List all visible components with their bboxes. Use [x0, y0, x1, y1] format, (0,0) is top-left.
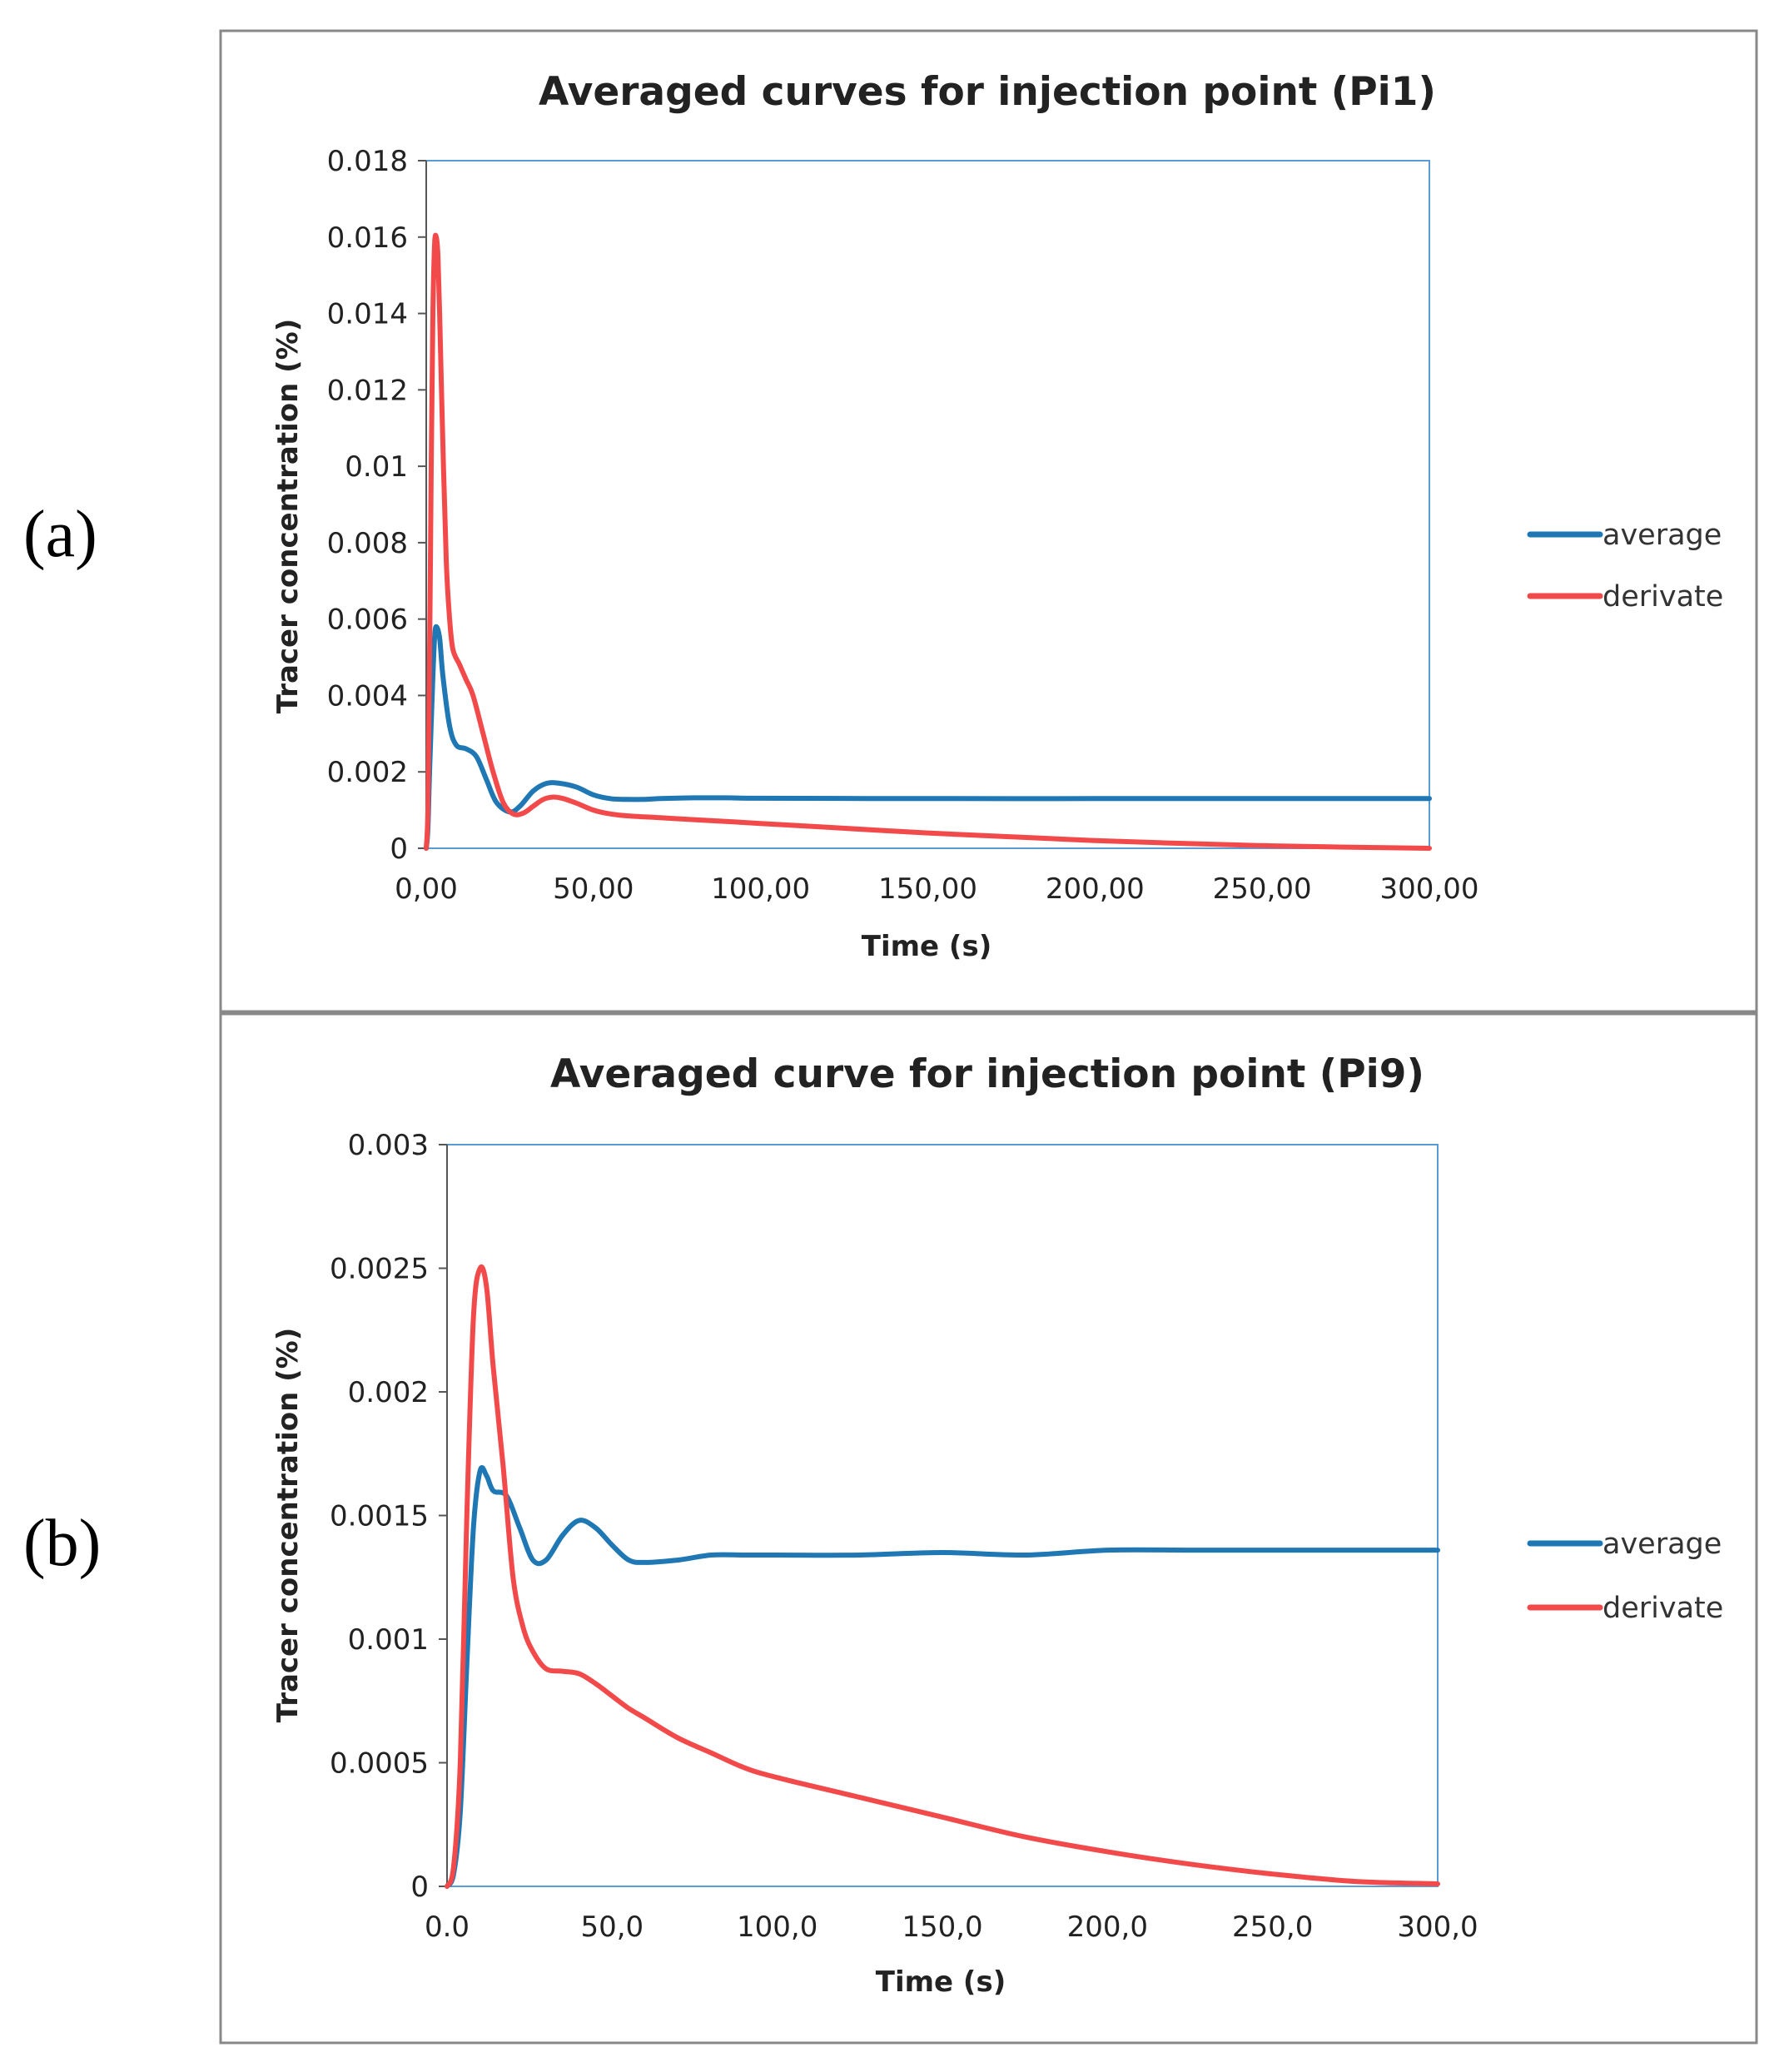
chart-a-y-tick-label: 0.014	[327, 298, 408, 331]
chart-b-x-tick-label: 200,0	[1067, 1911, 1148, 1944]
chart-b-x-tick-label: 250,0	[1232, 1911, 1313, 1944]
panel-b-frame	[219, 1012, 1758, 2045]
chart-a-x-tick-label: 0,00	[395, 872, 458, 906]
chart-b-title: Averaged curve for injection point (Pi9)	[550, 1051, 1424, 1097]
chart-b-ylabel: Tracer concentration (%)	[271, 1328, 305, 1723]
chart-b-xlabel: Time (s)	[876, 1965, 1006, 1999]
chart-a-y-tick-label: 0.01	[345, 450, 408, 484]
panel-a-frame	[219, 29, 1758, 1013]
chart-b-legend-derivate-label: derivate	[1603, 1592, 1723, 1625]
chart-b-plot-area	[446, 1144, 1439, 1887]
chart-a-y-tick-label: 0.016	[327, 221, 408, 255]
chart-a-series-average	[424, 624, 1432, 851]
chart-a-y-tick-label: 0.012	[327, 374, 408, 407]
chart-b-series-derivate	[445, 1264, 1440, 1889]
chart-a-x-tick-label: 150,00	[878, 872, 977, 906]
chart-a-ylabel: Tracer concentration (%)	[271, 319, 305, 714]
chart-a-x-ticks: 0,00 50,00 100,00 150,00 200,00 250,00 300,00	[395, 872, 1478, 906]
chart-a-y-ticks: 0 0.002 0.004 0.006 0.008 0.01 0.012 0.014 0.016…	[327, 145, 426, 866]
chart-a-y-tick-label: 0.002	[327, 756, 408, 789]
chart-b-legend-average-label: average	[1603, 1528, 1722, 1561]
chart-b-x-ticks: 0.0 50,0 100,0 150,0 200,0 250,0 300,0	[425, 1911, 1478, 1944]
chart-a-y-tick-label: 0.018	[327, 145, 408, 178]
chart-a-y-tick-label: 0	[390, 832, 408, 866]
chart-b-y-tick-label: 0.001	[348, 1623, 429, 1657]
chart-a-y-tick-label: 0.006	[327, 604, 408, 637]
chart-a-legend-derivate-label: derivate	[1603, 580, 1723, 614]
chart-a-legend-average-label: average	[1603, 519, 1722, 552]
chart-a-series	[424, 232, 1432, 851]
chart-a-legend: average derivate	[1527, 519, 1723, 614]
chart-b-y-tick-label: 0.0025	[330, 1253, 429, 1286]
chart-a-series-derivate	[424, 232, 1432, 851]
chart-a-xlabel: Time (s)	[862, 930, 992, 963]
chart-b-series-average	[445, 1464, 1440, 1889]
chart-b-y-tick-label: 0.003	[348, 1129, 429, 1162]
chart-a-y-tick-label: 0.004	[327, 679, 408, 713]
chart-a: Averaged curves for injection point (Pi1…	[271, 69, 1723, 963]
chart-a-x-tick-label: 200,00	[1046, 872, 1145, 906]
chart-b-x-tick-label: 300,0	[1397, 1911, 1478, 1944]
chart-b-legend: average derivate	[1527, 1528, 1723, 1625]
chart-b-series	[445, 1264, 1440, 1889]
chart-b-x-tick-label: 150,0	[902, 1911, 982, 1944]
chart-a-plot-area	[425, 160, 1430, 849]
panel-letter-a: (a)	[23, 498, 97, 571]
chart-b-x-tick-label: 100,0	[737, 1911, 817, 1944]
chart-a-x-tick-label: 50,00	[553, 872, 634, 906]
chart-b-y-ticks: 0 0.0005 0.001 0.0015 0.002 0.0025 0.003	[330, 1129, 447, 1904]
chart-b-y-tick-label: 0.0015	[330, 1500, 429, 1533]
chart-a-title: Averaged curves for injection point (Pi1…	[539, 69, 1436, 115]
chart-b-y-tick-label: 0	[410, 1871, 429, 1904]
chart-a-x-tick-label: 300,00	[1380, 872, 1479, 906]
chart-a-x-tick-label: 100,00	[711, 872, 810, 906]
chart-a-x-tick-label: 250,00	[1213, 872, 1312, 906]
chart-b-y-tick-label: 0.002	[348, 1376, 429, 1409]
chart-b-y-tick-label: 0.0005	[330, 1747, 429, 1781]
chart-a-plot-border	[425, 160, 1430, 849]
chart-b: Averaged curve for injection point (Pi9)…	[271, 1051, 1723, 1999]
chart-b-x-tick-label: 50,0	[580, 1911, 644, 1944]
panel-letter-b: (b)	[23, 1507, 101, 1580]
chart-b-plot-border	[446, 1144, 1439, 1887]
chart-b-x-tick-label: 0.0	[425, 1911, 470, 1944]
chart-a-y-tick-label: 0.008	[327, 527, 408, 560]
